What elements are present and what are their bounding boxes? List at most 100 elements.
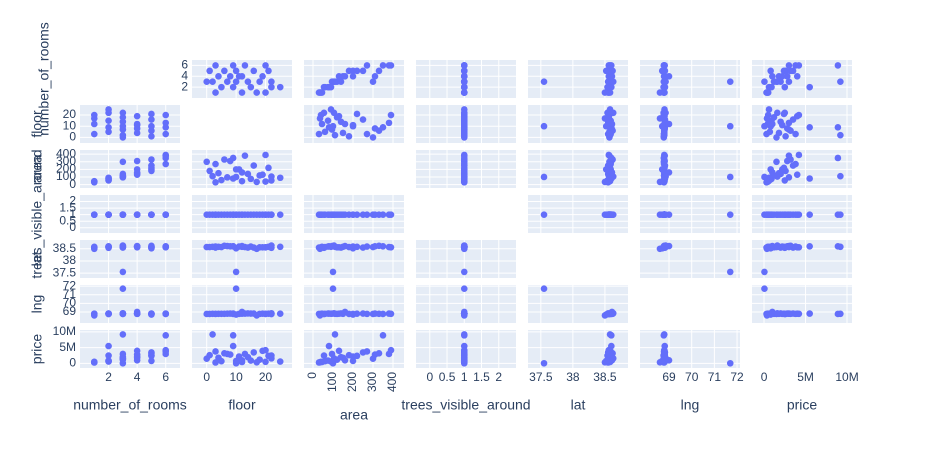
point (335, 72, 343, 80)
point (460, 244, 468, 252)
point (767, 211, 774, 218)
point (209, 172, 216, 180)
point (148, 211, 155, 218)
y-tick-label: 1.5 (59, 200, 76, 214)
point (148, 244, 155, 252)
point (119, 211, 127, 218)
point (119, 309, 127, 317)
point (774, 109, 781, 117)
x-tick-label: 2 (105, 370, 112, 384)
panel-background (640, 60, 740, 98)
point (316, 89, 324, 96)
point (660, 346, 668, 354)
point (774, 242, 781, 249)
point (601, 178, 609, 186)
point (262, 151, 269, 159)
point (726, 173, 734, 181)
point (232, 211, 240, 218)
point (608, 62, 615, 69)
point (460, 346, 468, 354)
point (105, 358, 112, 365)
point (601, 89, 609, 96)
point (780, 110, 788, 118)
point (774, 78, 781, 86)
point (119, 126, 127, 133)
point (238, 169, 246, 176)
point (658, 67, 666, 75)
point (460, 160, 468, 168)
point (119, 118, 127, 126)
panel-background (640, 330, 740, 368)
point (793, 72, 801, 80)
point (379, 62, 387, 69)
point (162, 243, 170, 250)
point (726, 78, 734, 86)
point (761, 285, 768, 293)
point (601, 115, 609, 122)
point (226, 72, 234, 80)
point (262, 244, 269, 251)
point (792, 160, 799, 168)
point (276, 174, 284, 182)
point (229, 154, 237, 162)
point (119, 355, 127, 362)
point (608, 154, 615, 162)
point (460, 78, 468, 86)
point (658, 357, 666, 365)
point (726, 122, 734, 130)
y-tick-label: 20 (63, 107, 77, 121)
y-tick-label: 71 (63, 287, 77, 301)
y-tick-label: 300 (56, 154, 76, 168)
point (315, 130, 323, 138)
point (268, 78, 275, 86)
point (369, 134, 377, 141)
point (785, 211, 793, 218)
point (218, 83, 225, 91)
point (212, 243, 219, 250)
point (262, 178, 269, 185)
point (660, 130, 668, 138)
point (250, 349, 258, 356)
point (349, 357, 357, 365)
point (371, 72, 379, 80)
point (253, 178, 261, 186)
x-tick-label: 38 (566, 370, 580, 384)
x-tick-label: 10M (835, 370, 858, 384)
x-axis-title: area (340, 407, 368, 423)
point (662, 173, 669, 180)
point (658, 166, 666, 173)
point (148, 156, 155, 163)
point (341, 308, 349, 316)
point (206, 243, 213, 251)
point (780, 243, 788, 251)
y-tick-label: 10M (53, 324, 76, 338)
y-tick-label: 0 (69, 130, 76, 144)
point (607, 160, 614, 168)
point (256, 78, 263, 86)
y-tick-label: 2 (69, 194, 76, 208)
point (460, 115, 468, 122)
point (133, 242, 141, 250)
point (212, 179, 219, 186)
x-tick-label: 0 (426, 370, 433, 384)
point (238, 356, 246, 364)
point (262, 346, 269, 354)
y-tick-label: 38.5 (53, 241, 77, 255)
point (238, 308, 246, 316)
point (781, 83, 789, 91)
point (268, 211, 275, 218)
x-tick-label: 0 (761, 370, 768, 384)
point (148, 357, 155, 365)
point (321, 128, 329, 136)
point (540, 359, 548, 367)
point (834, 124, 842, 131)
x-tick-label: 0 (305, 372, 319, 379)
point (787, 67, 794, 75)
y-tick-label: 0 (69, 177, 76, 191)
point (660, 332, 668, 339)
point (262, 62, 269, 69)
y-tick-label: 70 (63, 296, 77, 310)
point (133, 169, 141, 176)
point (221, 156, 228, 163)
